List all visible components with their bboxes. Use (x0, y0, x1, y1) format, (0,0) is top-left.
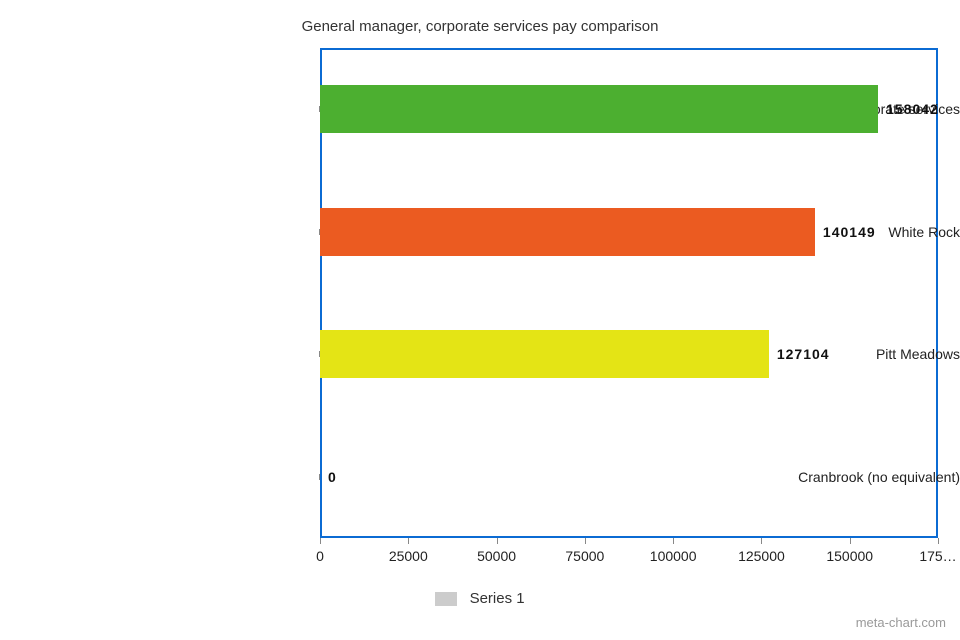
x-tick-label: 0 (316, 548, 324, 564)
legend: Series 1 (0, 590, 960, 607)
x-tick (850, 538, 851, 544)
bar-value-label: 127104 (777, 346, 830, 362)
x-tick-label: 125000 (738, 548, 785, 564)
bar (320, 330, 769, 378)
y-category-label: Cranbrook (no equivalent) (658, 469, 960, 485)
bar-value-label: 158042 (886, 101, 939, 117)
watermark: meta-chart.com (856, 615, 946, 630)
x-tick (938, 538, 939, 544)
x-tick-label: 75000 (565, 548, 604, 564)
x-tick (497, 538, 498, 544)
x-tick (585, 538, 586, 544)
x-tick-label: 100000 (650, 548, 697, 564)
bar (320, 208, 815, 256)
bar-value-label: 140149 (823, 224, 876, 240)
bar-value-label: 0 (328, 469, 337, 485)
legend-label: Series 1 (470, 590, 525, 607)
y-tick (319, 474, 320, 480)
x-tick-label: 150000 (826, 548, 873, 564)
x-tick (761, 538, 762, 544)
x-tick (673, 538, 674, 544)
x-tick (408, 538, 409, 544)
x-tick-label: 25000 (389, 548, 428, 564)
bar (320, 85, 878, 133)
x-tick (320, 538, 321, 544)
x-tick-label: 50000 (477, 548, 516, 564)
x-tick-label: 175… (919, 548, 956, 564)
chart-title: General manager, corporate services pay … (0, 0, 960, 35)
legend-swatch (435, 592, 457, 606)
